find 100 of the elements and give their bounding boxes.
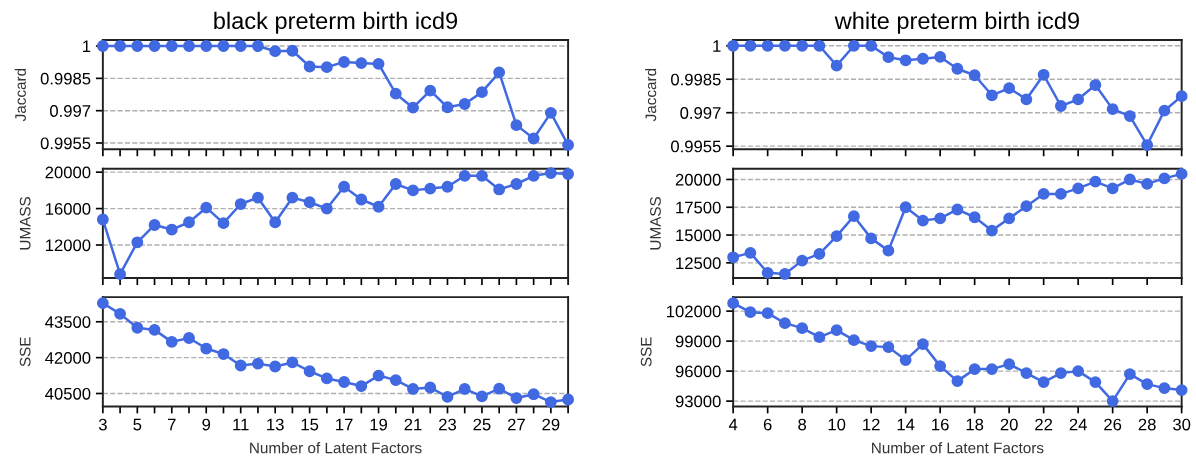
x-tick-label: 3: [98, 418, 107, 431]
point: [899, 54, 912, 67]
point: [148, 40, 161, 52]
point: [183, 40, 195, 52]
point: [1054, 100, 1067, 112]
point: [778, 317, 791, 330]
point: [562, 393, 575, 406]
point: [424, 381, 437, 394]
point: [882, 244, 895, 257]
point: [1054, 367, 1067, 380]
y-tick-label: 20000: [675, 173, 721, 186]
point: [1072, 93, 1085, 106]
point: [744, 246, 757, 259]
point: [916, 52, 929, 65]
x-tick-label: 29: [542, 418, 560, 431]
x-tick-label: 22: [1035, 418, 1053, 431]
point: [96, 297, 109, 310]
point: [1089, 376, 1102, 389]
x-tick-label: 19: [370, 418, 388, 431]
point: [372, 58, 385, 70]
point: [252, 357, 264, 370]
point: [131, 40, 144, 52]
point: [1089, 79, 1102, 91]
x-tick-label: 20: [1000, 418, 1018, 431]
point: [1020, 200, 1033, 213]
point: [217, 40, 230, 52]
point: [951, 62, 964, 75]
point: [1003, 212, 1016, 225]
point: [1054, 188, 1067, 200]
point: [114, 268, 126, 281]
x-tick-label: 4: [728, 418, 738, 431]
point: [355, 57, 368, 69]
point: [899, 354, 912, 367]
point: [200, 40, 213, 52]
point: [1037, 188, 1050, 200]
point: [847, 210, 860, 223]
point: [165, 223, 178, 236]
point: [389, 87, 402, 100]
x-tick-label: 27: [507, 418, 525, 431]
point: [727, 297, 740, 310]
point: [1175, 384, 1188, 397]
y-tick-label: 15000: [676, 229, 721, 242]
point: [1037, 68, 1050, 81]
point: [934, 212, 947, 225]
point: [562, 168, 575, 180]
y-axis-title: UMASS: [19, 196, 31, 250]
point: [493, 183, 506, 196]
x-tick-label: 14: [897, 418, 915, 431]
point: [1072, 365, 1085, 378]
y-tick-label: 16000: [45, 202, 91, 215]
point: [544, 167, 557, 179]
point: [269, 45, 282, 58]
point: [286, 191, 299, 204]
point: [1141, 178, 1154, 190]
point: [131, 321, 144, 334]
x-tick-label: 8: [798, 418, 807, 431]
point: [338, 180, 350, 193]
point: [286, 356, 299, 369]
x-tick-label: 26: [1104, 418, 1122, 431]
point: [934, 51, 947, 63]
point: [985, 224, 998, 237]
point: [303, 365, 316, 378]
point: [985, 89, 998, 102]
x-tick-label: 24: [1069, 418, 1087, 431]
x-tick-label: 30: [1173, 418, 1191, 431]
point: [1123, 173, 1136, 186]
x-tick-label: 18: [966, 418, 984, 431]
point: [493, 66, 506, 79]
point: [372, 200, 385, 213]
point: [424, 84, 437, 97]
y-tick-label: 0.9955: [671, 140, 721, 153]
point: [968, 211, 981, 224]
point: [458, 383, 471, 395]
x-tick-label: 7: [168, 418, 176, 431]
point: [476, 169, 488, 182]
point: [165, 40, 178, 52]
x-tick-label: 9: [202, 418, 211, 431]
x-tick-label: 25: [473, 418, 491, 431]
y-tick-label: 1: [713, 40, 721, 52]
point: [407, 101, 419, 114]
point: [916, 214, 929, 227]
y-tick-label: 93000: [675, 395, 721, 408]
y-tick-label: 96000: [675, 365, 721, 378]
point: [1020, 367, 1033, 380]
point: [1037, 376, 1050, 389]
point: [1020, 93, 1033, 106]
point: [778, 268, 791, 280]
point: [727, 251, 740, 264]
x-axis-title: Number of Latent Factors: [872, 442, 1044, 454]
point: [1072, 182, 1085, 195]
point: [847, 39, 860, 52]
point: [200, 342, 213, 355]
point: [744, 39, 757, 52]
point: [165, 335, 178, 348]
point: [252, 191, 264, 204]
point: [389, 178, 402, 190]
point: [830, 59, 843, 72]
y-tick-label: 99000: [675, 335, 721, 348]
y-tick-label: 43500: [45, 316, 91, 328]
point: [761, 39, 774, 52]
